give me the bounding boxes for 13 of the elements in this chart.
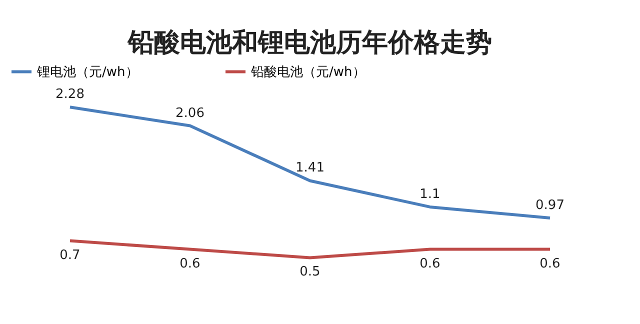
data-label: 2.06 bbox=[176, 106, 204, 121]
data-label: 1.1 bbox=[420, 186, 440, 202]
chart-title: 铅酸电池和锂电池历年价格走势 bbox=[127, 28, 492, 58]
data-label: 2.28 bbox=[56, 87, 84, 102]
data-label: 0.5 bbox=[300, 264, 320, 280]
data-label: 0.97 bbox=[536, 198, 564, 213]
legend-label: 铅酸电池（元/wh） bbox=[250, 64, 366, 80]
data-label: 0.6 bbox=[420, 256, 440, 272]
data-label: 0.6 bbox=[180, 256, 200, 272]
data-label: 1.41 bbox=[296, 160, 324, 176]
data-label: 0.7 bbox=[60, 248, 80, 263]
data-label: 0.6 bbox=[540, 256, 560, 272]
legend-label: 锂电池（元/wh） bbox=[36, 64, 138, 80]
